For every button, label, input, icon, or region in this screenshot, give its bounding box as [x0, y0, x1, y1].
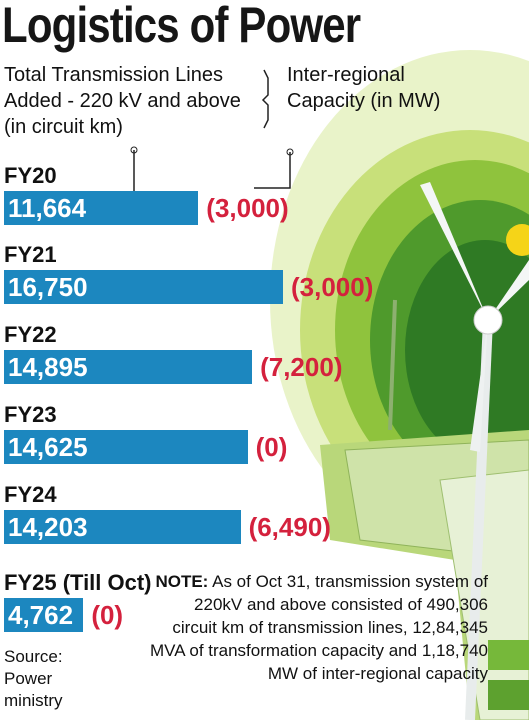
category-label: FY25 (Till Oct): [4, 570, 152, 595]
chart-title: Logistics of Power: [2, 0, 361, 53]
capacity-label: (0): [91, 600, 124, 630]
capacity-label: (6,490): [248, 512, 331, 542]
category-label: FY24: [4, 482, 57, 507]
legend-entry: Inter-regional Capacity (in MW): [287, 64, 441, 112]
note: NOTE: As of Oct 31, transmission system …: [150, 570, 488, 685]
value-label: 11,664: [8, 193, 87, 223]
source: Source: Power ministry: [4, 647, 63, 710]
category-label: FY22: [4, 322, 57, 347]
capacity-label: (0): [255, 432, 288, 462]
capacity-label: (7,200): [260, 352, 343, 382]
value-label: 4,762: [8, 600, 74, 630]
bar: [4, 191, 199, 225]
note-text: As of Oct 31, transmission system of 220…: [150, 572, 488, 683]
category-label: FY20: [4, 163, 57, 188]
legend-entry: Total Transmission Lines Added - 220 kV …: [4, 64, 241, 138]
value-label: 14,895: [8, 352, 88, 382]
bar: [4, 598, 84, 632]
category-label: FY21: [4, 242, 57, 267]
bar: [4, 270, 283, 304]
bar: [4, 510, 241, 544]
category-label: FY23: [4, 402, 57, 427]
bar: [4, 350, 253, 384]
bar: [4, 430, 248, 464]
value-label: 14,203: [8, 512, 88, 542]
value-label: 14,625: [8, 432, 88, 462]
capacity-label: (3,000): [206, 193, 289, 223]
capacity-label: (3,000): [291, 272, 374, 302]
note-label: NOTE:: [155, 572, 209, 591]
value-label: 16,750: [8, 272, 88, 302]
